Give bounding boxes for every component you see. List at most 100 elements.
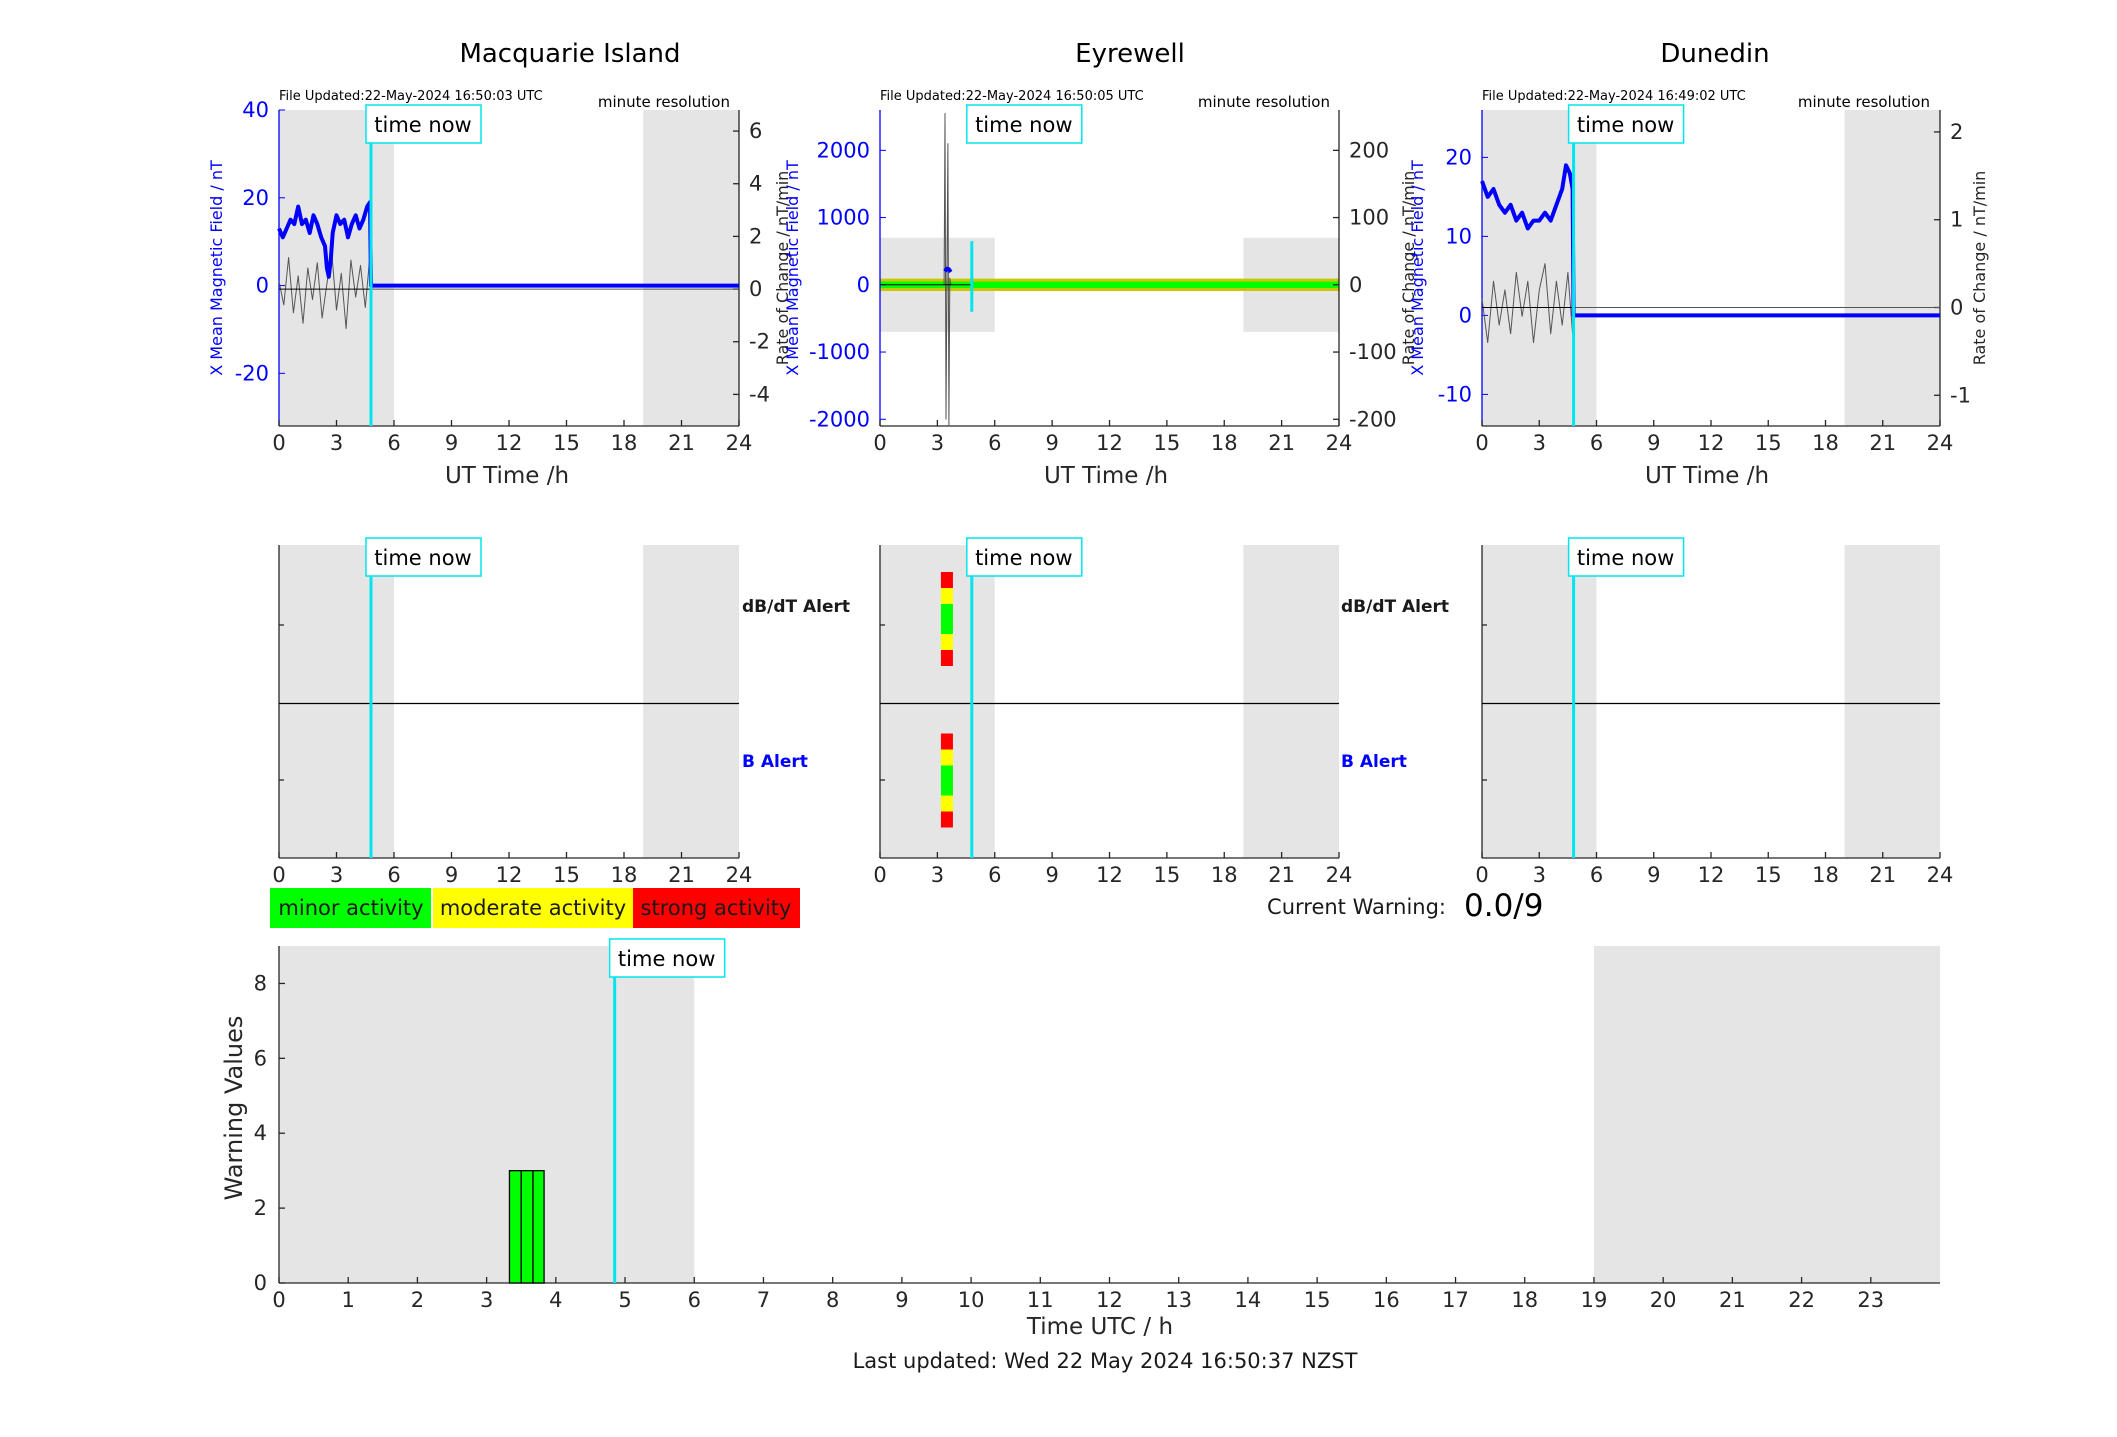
field-series-macquarie (277, 200, 739, 288)
station-title-macquarie: Macquarie Island (459, 39, 680, 69)
rate-series-dunedin (1481, 263, 1940, 344)
alert-x-tick-label-macquarie: 9 (445, 863, 458, 887)
alert-x-tick-label-dunedin: 9 (1647, 863, 1660, 887)
time-now-box-alert-dunedin (1567, 537, 1685, 577)
warning-x-tick-label: 20 (1650, 1288, 1677, 1312)
y-right-tick-label-macquarie: -2 (749, 330, 770, 354)
station-title-eyrewell: Eyrewell (1075, 39, 1185, 69)
ylabel-left-eyrewell: X Mean Magnetic Field / nT (783, 160, 802, 376)
warning-x-tick-label: 17 (1442, 1288, 1469, 1312)
x-tick-label-macquarie: 24 (726, 431, 753, 455)
x-tick-label-dunedin: 0 (1475, 431, 1488, 455)
alert-segment-red-eyrewell (940, 811, 953, 828)
x-tick-label-eyrewell: 24 (1326, 431, 1353, 455)
warning-night-band-0 (279, 946, 695, 1283)
legend-moderate-swatch (433, 888, 633, 928)
alert-x-tick-label-eyrewell: 21 (1268, 863, 1295, 887)
warning-x-tick-label: 3 (480, 1288, 493, 1312)
alert-x-tick-label-macquarie: 24 (726, 863, 753, 887)
warning-bar-1 (520, 1170, 534, 1284)
x-tick-label-eyrewell: 21 (1268, 431, 1295, 455)
x-tick-label-dunedin: 21 (1869, 431, 1896, 455)
y-right-tick-label-eyrewell: 0 (1349, 273, 1362, 297)
alert-x-tick-label-macquarie: 18 (611, 863, 638, 887)
x-tick-label-dunedin: 24 (1927, 431, 1954, 455)
warning-x-tick-label: 2 (411, 1288, 424, 1312)
file-updated-eyrewell: File Updated:22-May-2024 16:50:05 UTC (880, 89, 1144, 104)
x-tick-label-macquarie: 9 (445, 431, 458, 455)
warning-x-tick-label: 19 (1581, 1288, 1608, 1312)
warning-ylabel: Warning Values (220, 1016, 248, 1201)
alert-x-tick-label-macquarie: 3 (330, 863, 343, 887)
warning-x-tick-label: 11 (1027, 1288, 1054, 1312)
x-tick-label-dunedin: 9 (1647, 431, 1660, 455)
station-title-dunedin: Dunedin (1660, 39, 1769, 69)
alert-x-tick-label-dunedin: 18 (1812, 863, 1839, 887)
time-now-label-alert-dunedin: time now (1577, 546, 1674, 570)
resolution-macquarie: minute resolution (598, 93, 730, 111)
x-tick-label-eyrewell: 0 (873, 431, 886, 455)
y-right-tick-label-macquarie: 6 (749, 119, 762, 143)
y-left-tick-label-eyrewell: 1000 (817, 206, 870, 230)
ylabel-right-dunedin: Rate of Change / nT/min (1970, 171, 1989, 366)
dbdt-alert-label-eyrewell: dB/dT Alert (1341, 597, 1449, 617)
alert-x-tick-label-dunedin: 12 (1698, 863, 1725, 887)
alert-night-band-eyrewell-0 (880, 545, 995, 858)
x-tick-label-eyrewell: 15 (1154, 431, 1181, 455)
legend-moderate-label: moderate activity (440, 896, 626, 920)
y-left-tick-label-dunedin: 0 (1459, 303, 1472, 327)
alert-panel-eyrewell: 0 3 6 9 12 15 18 21 24 time now (873, 537, 1353, 887)
alert-segment-red-eyrewell (940, 650, 953, 666)
xlabel-macquarie: UT Time /h (445, 463, 569, 489)
y-left-tick-label-eyrewell: -1000 (809, 340, 870, 364)
warning-x-tick-label: 13 (1165, 1288, 1192, 1312)
alert-x-tick-label-eyrewell: 0 (873, 863, 886, 887)
alert-x-tick-label-eyrewell: 18 (1211, 863, 1238, 887)
alert-segment-green-eyrewell (940, 604, 953, 634)
legend-minor-swatch (270, 888, 431, 928)
alert-night-band-macquarie-1 (643, 545, 739, 858)
alert-x-tick-label-eyrewell: 9 (1045, 863, 1058, 887)
warning-x-tick-label: 16 (1373, 1288, 1400, 1312)
ylabel-right-macquarie: Rate of Change / nT/min (773, 171, 792, 366)
x-tick-label-dunedin: 12 (1698, 431, 1725, 455)
warning-x-tick-label: 15 (1304, 1288, 1331, 1312)
y-left-tick-label-macquarie: -20 (235, 361, 269, 385)
warning-x-tick-label: 22 (1788, 1288, 1815, 1312)
time-now-label-dunedin: time now (1577, 113, 1674, 137)
warning-y-tick-label: 8 (254, 971, 267, 995)
alert-segment-green-eyrewell (940, 765, 953, 796)
ylabel-left-macquarie: X Mean Magnetic Field / nT (207, 160, 226, 376)
y-right-tick-label-eyrewell: 200 (1349, 138, 1389, 162)
x-tick-label-macquarie: 15 (553, 431, 580, 455)
y-right-tick-label-dunedin: 0 (1950, 296, 1963, 320)
warning-x-tick-label: 21 (1719, 1288, 1746, 1312)
alert-segment-yellow-eyrewell (940, 795, 953, 812)
alert-x-tick-label-macquarie: 15 (553, 863, 580, 887)
time-now-box-dunedin (1567, 104, 1685, 144)
current-warning-label: Current Warning: (1267, 895, 1446, 919)
x-tick-label-dunedin: 6 (1590, 431, 1603, 455)
ylabel-left-dunedin: X Mean Magnetic Field / nT (1408, 160, 1427, 376)
x-tick-label-macquarie: 3 (330, 431, 343, 455)
warning-bar-2 (532, 1170, 545, 1284)
warning-x-tick-label: 1 (342, 1288, 355, 1312)
alert-x-tick-label-eyrewell: 24 (1326, 863, 1353, 887)
night-band-macquarie-0 (279, 110, 394, 426)
time-now-box-alert-eyrewell (966, 537, 1083, 577)
alert-x-tick-label-dunedin: 24 (1927, 863, 1954, 887)
x-tick-label-macquarie: 0 (272, 431, 285, 455)
alert-night-band-dunedin-1 (1844, 545, 1940, 858)
legend-minor-label: minor activity (278, 896, 423, 920)
alert-x-tick-label-macquarie: 0 (272, 863, 285, 887)
x-tick-label-eyrewell: 9 (1045, 431, 1058, 455)
mag-panel-eyrewell: 0 3 6 9 12 15 18 21 24-2000-1000010002000-200-10… (809, 104, 1397, 455)
warning-y-tick-label: 2 (254, 1196, 267, 1220)
alert-segment-red-eyrewell (940, 572, 953, 588)
warning-x-tick-label: 10 (958, 1288, 985, 1312)
y-right-tick-label-macquarie: 0 (749, 277, 762, 301)
x-tick-label-dunedin: 18 (1812, 431, 1839, 455)
night-band-macquarie-1 (643, 110, 739, 426)
